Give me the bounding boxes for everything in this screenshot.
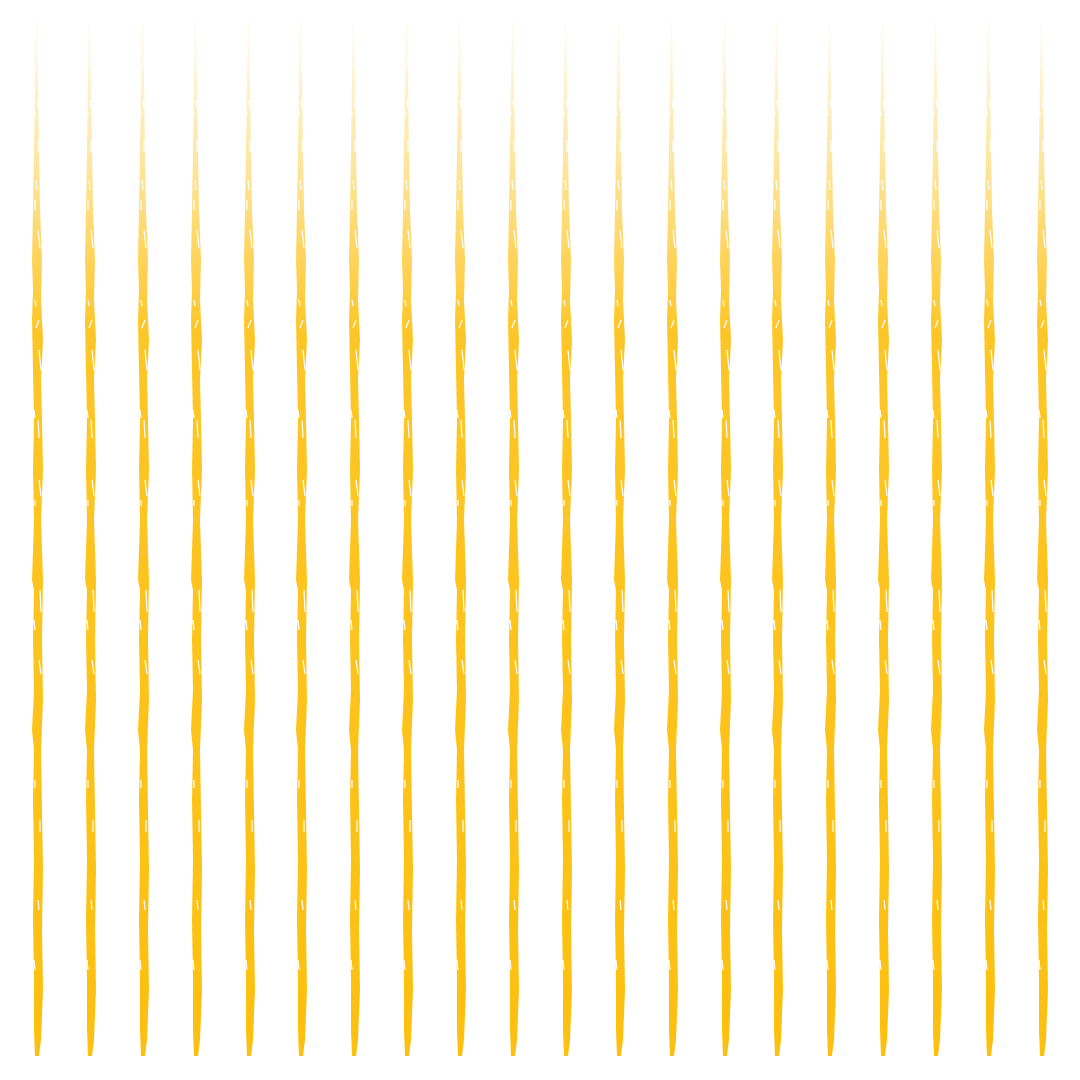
brush-strokes — [31, 19, 1049, 1057]
brush-stroke — [613, 19, 626, 1057]
brush-stroke — [190, 19, 203, 1057]
brush-stroke — [137, 19, 150, 1057]
brush-stroke — [930, 19, 943, 1057]
brush-stroke — [1036, 19, 1049, 1057]
brush-stroke — [719, 19, 732, 1057]
brush-stroke — [877, 19, 890, 1057]
brush-stroke — [983, 19, 996, 1057]
brush-stroke — [401, 19, 414, 1057]
brush-stroke — [771, 19, 784, 1057]
brush-stroke — [507, 19, 520, 1057]
brush-stroke — [84, 19, 97, 1057]
brush-stroke — [824, 19, 837, 1057]
brush-stroke — [666, 19, 679, 1057]
brush-stroke — [243, 19, 256, 1057]
brush-stroke — [454, 19, 467, 1057]
brush-stroke — [31, 19, 44, 1057]
brush-stroke — [295, 19, 308, 1057]
brush-stroke — [560, 19, 573, 1057]
brush-stroke — [348, 19, 361, 1057]
